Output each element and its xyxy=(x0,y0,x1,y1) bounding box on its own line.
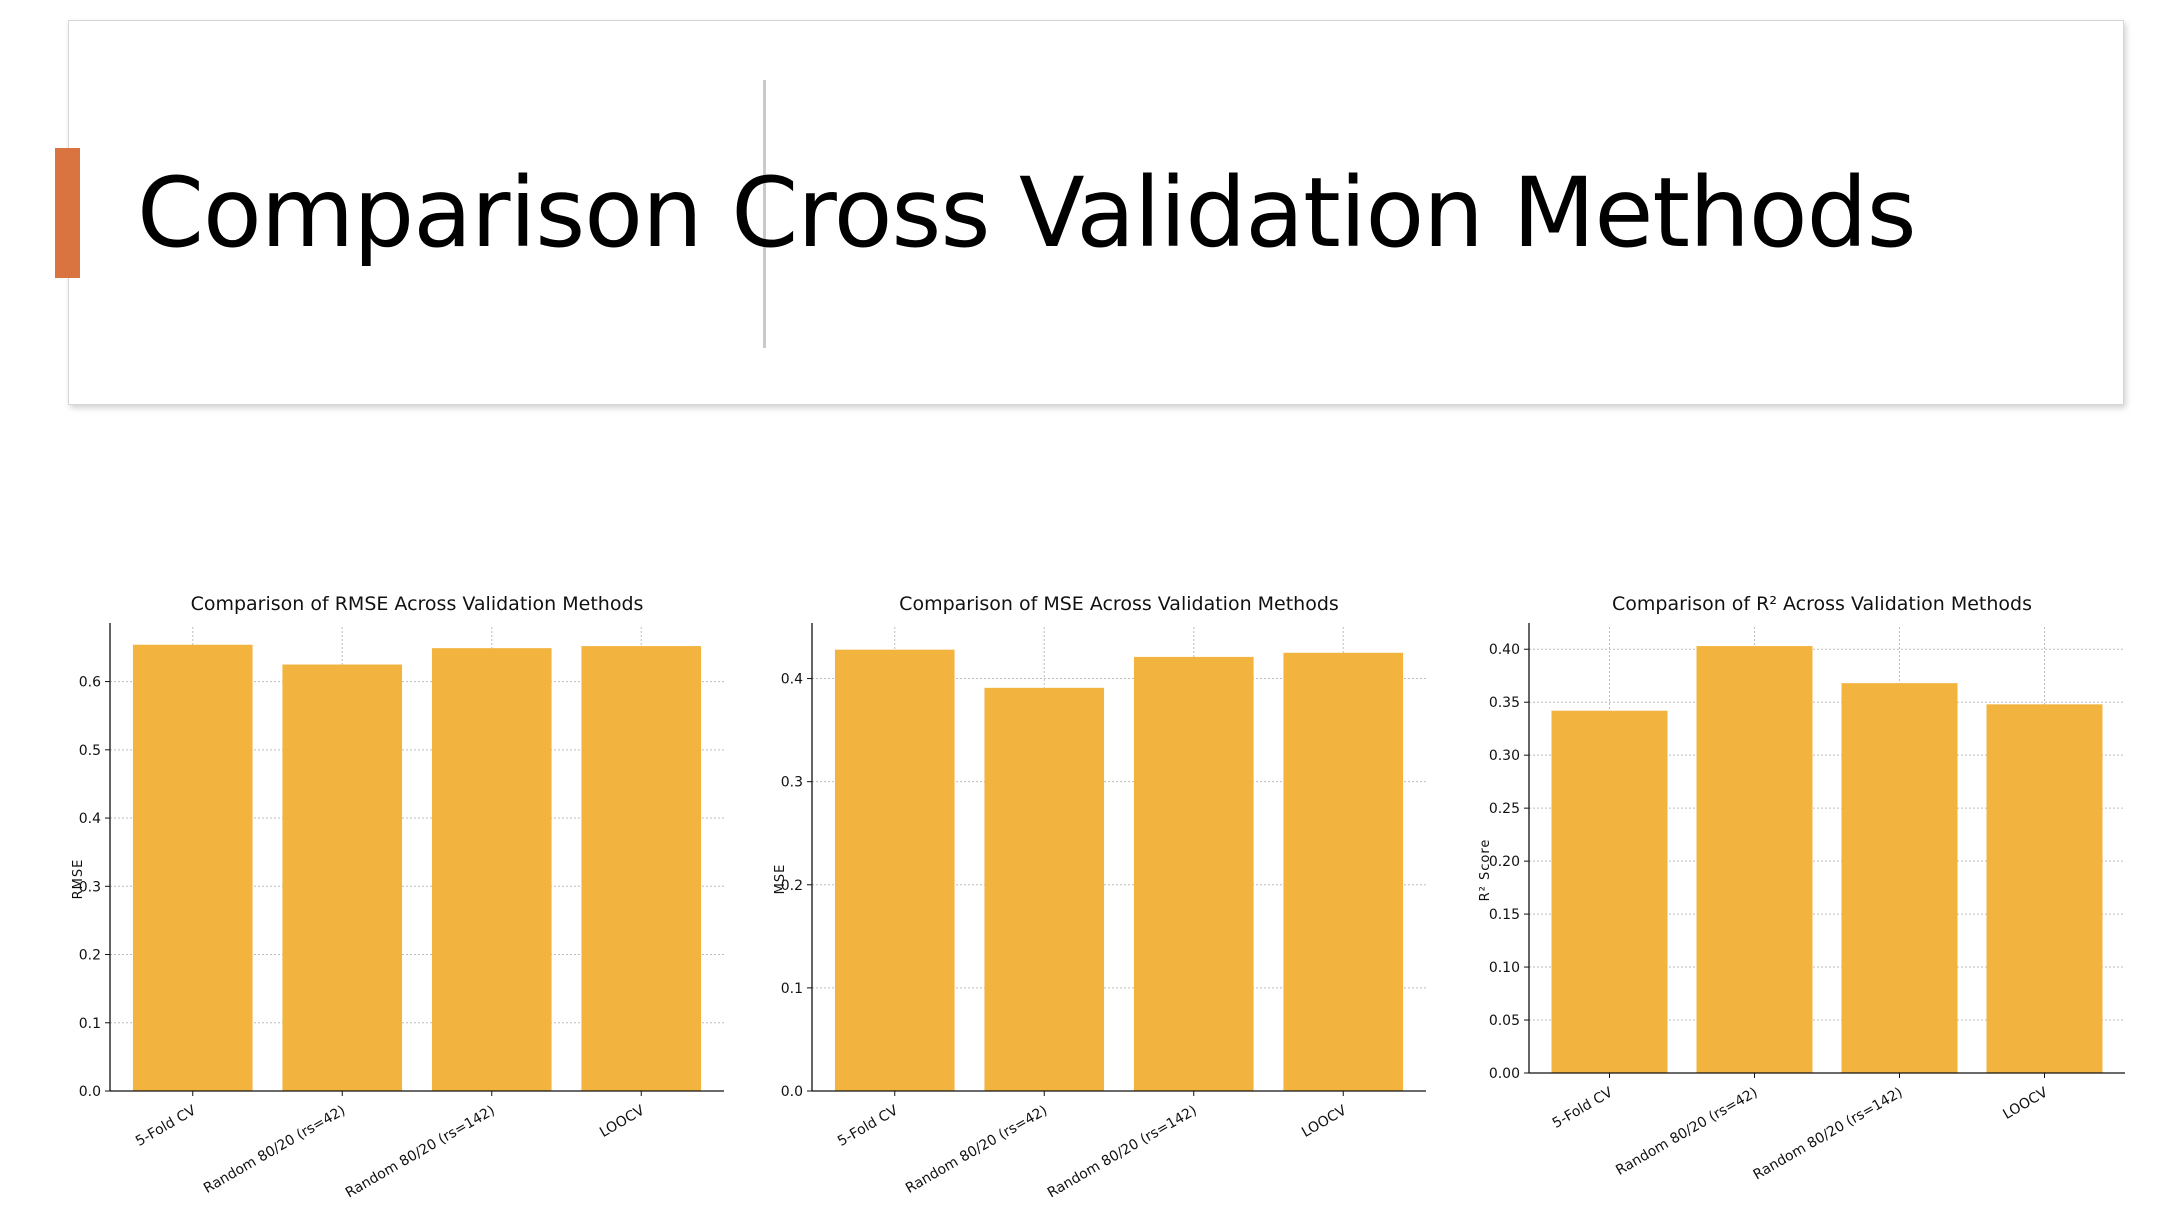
y-tick-label: 0.0 xyxy=(781,1084,803,1100)
y-tick-label: 0.1 xyxy=(781,981,803,997)
r2-chart: Comparison of R² Across Validation Metho… xyxy=(1467,585,2170,1210)
bar-mse-3 xyxy=(1283,652,1404,1091)
y-tick-label: 0.30 xyxy=(1489,748,1520,764)
bar-r2-1 xyxy=(1696,646,1813,1073)
x-tick-label: LOOCV xyxy=(1299,1102,1350,1140)
y-tick-label: 0.40 xyxy=(1489,642,1520,658)
mse-chart-title: Comparison of MSE Across Validation Meth… xyxy=(899,593,1339,615)
rmse-chart-svg: Comparison of RMSE Across Validation Met… xyxy=(71,593,724,1202)
title-card xyxy=(68,20,2124,405)
y-tick-label: 0.1 xyxy=(79,1016,101,1032)
y-tick-label: 0.6 xyxy=(79,675,101,691)
bar-rmse-0 xyxy=(132,644,253,1091)
x-tick-label: Random 80/20 (rs=42) xyxy=(1613,1085,1760,1179)
x-tick-label: 5-Fold CV xyxy=(1550,1084,1616,1131)
y-tick-label: 0.25 xyxy=(1489,801,1520,817)
title-accent-bar xyxy=(55,148,80,278)
x-tick-label: LOOCV xyxy=(2000,1084,2051,1122)
bar-mse-2 xyxy=(1133,656,1254,1091)
y-tick-label: 0.3 xyxy=(79,879,101,895)
y-tick-label: 0.5 xyxy=(79,743,101,759)
x-tick-label: Random 80/20 (rs=142) xyxy=(343,1103,498,1202)
y-tick-label: 0.4 xyxy=(79,811,101,827)
x-tick-label: 5-Fold CV xyxy=(835,1102,901,1149)
bar-r2-3 xyxy=(1986,704,2103,1073)
y-axis-title: MSE xyxy=(773,864,788,895)
slide-title: Comparison Cross Validation Methods xyxy=(137,157,1917,269)
y-tick-label: 0.10 xyxy=(1489,960,1520,976)
x-tick-label: Random 80/20 (rs=42) xyxy=(903,1103,1050,1197)
x-tick-label: 5-Fold CV xyxy=(133,1102,199,1149)
bar-r2-2 xyxy=(1841,683,1958,1073)
mse-chart: Comparison of MSE Across Validation Meth… xyxy=(762,585,1482,1210)
y-tick-label: 0.0 xyxy=(79,1084,101,1100)
y-tick-label: 0.15 xyxy=(1489,907,1520,923)
bar-r2-0 xyxy=(1551,710,1668,1073)
y-tick-label: 0.35 xyxy=(1489,695,1520,711)
bar-rmse-1 xyxy=(282,664,403,1091)
mse-chart-svg: Comparison of MSE Across Validation Meth… xyxy=(773,593,1426,1202)
bar-rmse-2 xyxy=(431,648,552,1091)
title-divider xyxy=(763,80,766,348)
bar-rmse-3 xyxy=(581,646,702,1091)
y-tick-label: 0.20 xyxy=(1489,854,1520,870)
x-tick-label: Random 80/20 (rs=142) xyxy=(1751,1085,1906,1184)
r2-chart-title: Comparison of R² Across Validation Metho… xyxy=(1612,593,2032,615)
r2-chart-svg: Comparison of R² Across Validation Metho… xyxy=(1478,593,2125,1184)
x-tick-label: Random 80/20 (rs=42) xyxy=(201,1103,348,1197)
x-tick-label: LOOCV xyxy=(597,1102,648,1140)
y-tick-label: 0.2 xyxy=(79,948,101,964)
y-tick-label: 0.2 xyxy=(781,878,803,894)
bar-mse-0 xyxy=(834,649,955,1091)
y-tick-label: 0.4 xyxy=(781,672,803,688)
rmse-chart-title: Comparison of RMSE Across Validation Met… xyxy=(191,593,644,615)
y-axis-title: R² Score xyxy=(1478,839,1493,902)
y-axis-title: RMSE xyxy=(71,859,86,900)
rmse-chart: Comparison of RMSE Across Validation Met… xyxy=(60,585,780,1210)
x-tick-label: Random 80/20 (rs=142) xyxy=(1045,1103,1200,1202)
y-tick-label: 0.00 xyxy=(1489,1066,1520,1082)
y-tick-label: 0.3 xyxy=(781,775,803,791)
bar-mse-1 xyxy=(984,687,1105,1091)
y-tick-label: 0.05 xyxy=(1489,1013,1520,1029)
